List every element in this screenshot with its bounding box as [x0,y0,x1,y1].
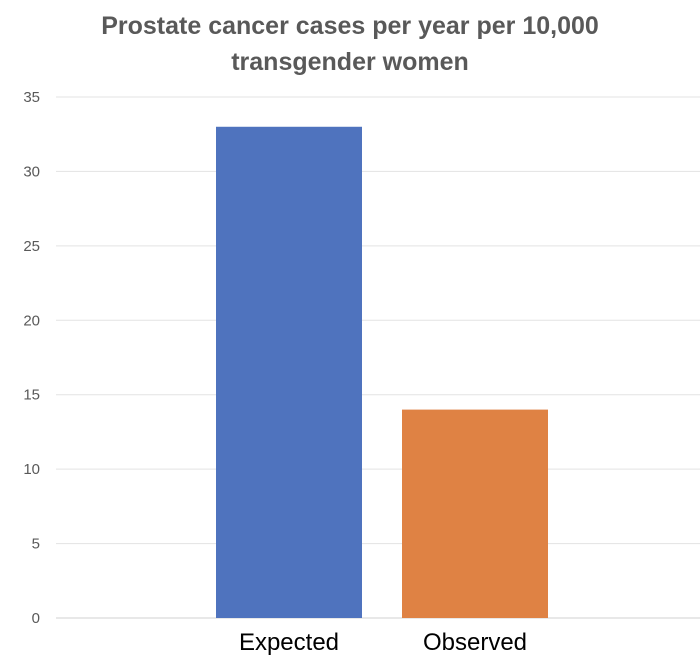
x-tick-label-expected: Expected [239,629,339,656]
y-tick-label-5: 5 [32,536,40,553]
chart-title-line-1: Prostate cancer cases per year per 10,00… [101,12,599,40]
bars [216,126,548,619]
y-tick-label-15: 15 [23,387,40,404]
chart-title: Prostate cancer cases per year per 10,00… [0,8,700,80]
y-tick-label-35: 35 [23,89,40,106]
x-axis-tick-labels: Expected Observed [239,629,527,656]
y-tick-label-0: 0 [32,610,40,627]
y-tick-label-10: 10 [23,461,40,478]
y-tick-label-20: 20 [23,312,40,329]
y-axis-tick-labels: 0 5 10 15 20 25 30 35 [23,89,40,627]
y-tick-label-25: 25 [23,238,40,255]
x-tick-label-observed: Observed [423,629,527,656]
chart-title-line-2: transgender women [231,48,469,76]
bar-expected [216,126,362,619]
gridlines [56,96,700,619]
bar-observed [402,409,548,618]
y-tick-label-30: 30 [23,163,40,180]
